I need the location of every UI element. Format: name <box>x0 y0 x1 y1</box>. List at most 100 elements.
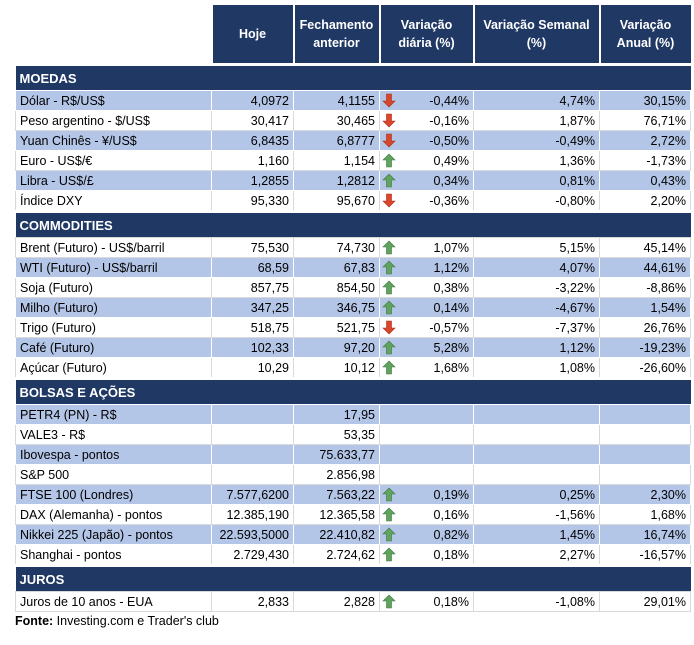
cell-value: 0,82% <box>379 524 474 545</box>
data-row: Shanghai - pontos 2.729,430 2.724,62 0,18% 2… <box>15 544 691 566</box>
arrow-up <box>382 173 396 188</box>
cell-value: 0,25% <box>473 484 600 505</box>
cell-value: 67,83 <box>293 257 380 278</box>
arrow-shape <box>382 487 396 502</box>
cell-value: 0,81% <box>473 170 600 191</box>
cell-value: 74,730 <box>293 237 380 258</box>
cell-value <box>599 444 691 465</box>
cell-value: -8,86% <box>599 277 691 298</box>
row-label: Ibovespa - pontos <box>15 444 212 465</box>
cell-value: 53,35 <box>293 424 380 445</box>
data-row: Ibovespa - pontos 75.633,77 <box>15 444 691 465</box>
cell-value: 12.365,58 <box>293 504 380 525</box>
row-label: DAX (Alemanha) - pontos <box>15 504 212 525</box>
cell-value: 1,68% <box>599 504 691 525</box>
cell-value: 30,465 <box>293 110 380 131</box>
section-row: COMMODITIES <box>15 210 691 238</box>
cell-value: 4,0972 <box>211 90 294 111</box>
cell-value: 1,54% <box>599 297 691 318</box>
cell-value: 0,16% <box>379 504 474 525</box>
cell-value: 1,2812 <box>293 170 380 191</box>
cell-value: 346,75 <box>293 297 380 318</box>
data-row: Brent (Futuro) - US$/barril 75,530 74,730 1… <box>15 237 691 258</box>
cell-value: 1,12% <box>473 337 600 358</box>
cell-value: 2,72% <box>599 130 691 151</box>
cell-value: -26,60% <box>599 357 691 379</box>
cell-value: 12.385,190 <box>211 504 294 525</box>
cell-value: 10,12 <box>293 357 380 379</box>
section-row: BOLSAS E AÇÕES <box>15 377 691 405</box>
cell-value: 1,07% <box>379 237 474 258</box>
data-row: Libra - US$/£ 1,2855 1,2812 0,34% 0,81% 0,43% <box>15 170 691 191</box>
header-row: Hoje Fechamento anterior Variação diária (… <box>15 5 691 65</box>
row-label: VALE3 - R$ <box>15 424 212 445</box>
arrow-shape <box>382 173 396 188</box>
arrow-down <box>382 133 396 148</box>
cell-value <box>599 464 691 485</box>
cell-value <box>599 404 691 425</box>
cell-value: 6,8777 <box>293 130 380 151</box>
cell-value: 95,670 <box>293 190 380 212</box>
cell-value <box>379 464 474 485</box>
cell-value: 1,36% <box>473 150 600 171</box>
data-row: Yuan Chinês - ¥/US$ 6,8435 6,8777 -0,50% -0,… <box>15 130 691 151</box>
arrow-shape <box>382 594 396 609</box>
cell-value: 5,15% <box>473 237 600 258</box>
column-header: Variação diária (%) <box>378 5 474 65</box>
cell-value: 0,19% <box>379 484 474 505</box>
data-row: Soja (Futuro) 857,75 854,50 0,38% -3,22% -8,8… <box>15 277 691 298</box>
arrow-up <box>382 280 396 295</box>
cell-value: 1,68% <box>379 357 474 379</box>
data-row: S&P 500 2.856,98 <box>15 464 691 485</box>
column-header: Fechamento anterior <box>292 5 380 65</box>
data-row: VALE3 - R$ 53,35 <box>15 424 691 445</box>
cell-value: -1,08% <box>473 591 600 612</box>
cell-value <box>379 424 474 445</box>
cell-value: 22.593,5000 <box>211 524 294 545</box>
cell-value: 97,20 <box>293 337 380 358</box>
cell-value: 95,330 <box>211 190 294 212</box>
cell-value: 45,14% <box>599 237 691 258</box>
cell-value: -16,57% <box>599 544 691 566</box>
data-row: PETR4 (PN) - R$ 17,95 <box>15 404 691 425</box>
cell-value: 521,75 <box>293 317 380 338</box>
cell-value: 5,28% <box>379 337 474 358</box>
row-label: Peso argentino - $/US$ <box>15 110 212 131</box>
data-row: Açúcar (Futuro) 10,29 10,12 1,68% 1,08% -26,6… <box>15 357 691 379</box>
data-row: DAX (Alemanha) - pontos 12.385,190 12.365,… <box>15 504 691 525</box>
cell-value: 1,45% <box>473 524 600 545</box>
cell-value: 1,160 <box>211 150 294 171</box>
cell-value: -0,80% <box>473 190 600 212</box>
cell-value: 0,49% <box>379 150 474 171</box>
market-table: Hoje Fechamento anterior Variação diária (… <box>15 5 691 612</box>
cell-value: -7,37% <box>473 317 600 338</box>
cell-value <box>211 424 294 445</box>
arrow-shape <box>382 153 396 168</box>
section-title: BOLSAS E AÇÕES <box>15 377 691 405</box>
cell-value: -0,44% <box>379 90 474 111</box>
arrow-shape <box>382 113 396 128</box>
data-row: Nikkei 225 (Japão) - pontos 22.593,5000 22… <box>15 524 691 545</box>
section-title: MOEDAS <box>15 63 691 91</box>
row-label: Nikkei 225 (Japão) - pontos <box>15 524 212 545</box>
cell-value: 0,14% <box>379 297 474 318</box>
arrow-up <box>382 360 396 375</box>
arrow-up <box>382 594 396 609</box>
cell-value: 4,1155 <box>293 90 380 111</box>
cell-value: 7.577,6200 <box>211 484 294 505</box>
row-label: Café (Futuro) <box>15 337 212 358</box>
cell-value: 518,75 <box>211 317 294 338</box>
cell-value: 0,38% <box>379 277 474 298</box>
data-row: Trigo (Futuro) 518,75 521,75 -0,57% -7,37% 26… <box>15 317 691 338</box>
footer-text: Investing.com e Trader's club <box>56 614 219 628</box>
cell-value: 75,530 <box>211 237 294 258</box>
cell-value: 857,75 <box>211 277 294 298</box>
cell-value: 2.729,430 <box>211 544 294 566</box>
cell-value <box>211 404 294 425</box>
cell-value: 0,34% <box>379 170 474 191</box>
cell-value: 2,828 <box>293 591 380 612</box>
cell-value <box>473 444 600 465</box>
data-row: Euro - US$/€ 1,160 1,154 0,49% 1,36% -1,73% <box>15 150 691 171</box>
cell-value: 26,76% <box>599 317 691 338</box>
cell-value: -3,22% <box>473 277 600 298</box>
